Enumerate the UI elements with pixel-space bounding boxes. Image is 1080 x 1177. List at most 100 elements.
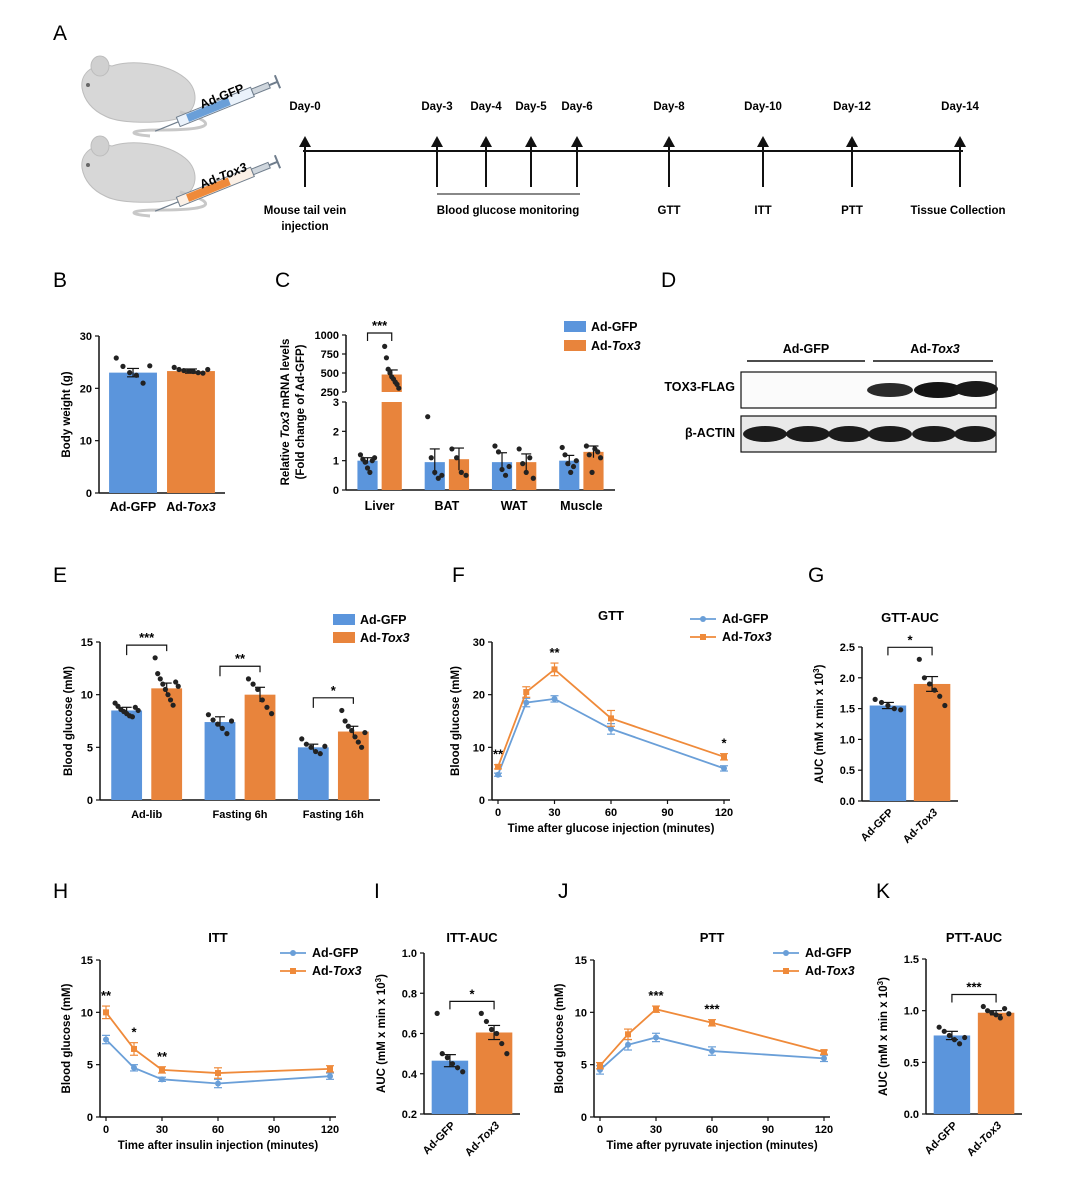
y-tick-label: 0 [581, 1112, 587, 1124]
data-point [127, 370, 133, 376]
data-point [428, 455, 434, 461]
series-point [103, 1009, 109, 1016]
data-point [299, 736, 305, 742]
y-tick-label: 1 [333, 456, 339, 468]
y-tick-label: 0 [87, 795, 93, 807]
data-point [984, 1008, 991, 1014]
data-point [147, 363, 153, 369]
bar [204, 722, 236, 800]
blot-group-gfp: Ad-GFP [783, 342, 830, 356]
y-tick-label: 10 [81, 1007, 93, 1019]
series-point [523, 689, 530, 696]
chart-g-gtt-auc: 0.0 0.5 1.0 1.5 2.0 2.5 Ad-GFP Ad-Tox3 GTT-AUC * A… [812, 610, 958, 846]
significance-label: *** [704, 1002, 720, 1017]
bar-ad-tox3 [977, 1012, 1015, 1114]
bar [297, 747, 329, 800]
x-tick-label: 60 [605, 807, 617, 819]
y-axis-label: AUC (mM x min x 103) [876, 977, 891, 1096]
data-point [530, 475, 536, 481]
bar-ad-gfp [109, 372, 157, 493]
label-monitoring: Blood glucose monitoring [437, 205, 579, 217]
significance-bracket [366, 332, 393, 341]
label-tissue-collection: Tissue Collection [910, 205, 1005, 217]
x-tick-label: WAT [501, 499, 528, 513]
data-point [932, 687, 938, 693]
chart-title: ITT-AUC [446, 930, 498, 945]
data-point [171, 364, 177, 370]
series-point [131, 1064, 137, 1071]
legend-marker-ad-gfp [290, 950, 296, 956]
data-point [250, 681, 256, 687]
y-tick-label: 0.8 [402, 988, 417, 1000]
data-point [349, 727, 355, 734]
x-tick-label: Ad-Tox3 [965, 1120, 1004, 1159]
y-tick-label: 250 [321, 387, 339, 399]
x-axis-label: Time after glucose injection (minutes) [508, 823, 715, 835]
data-point [135, 707, 141, 714]
significance-label: ** [157, 1049, 168, 1064]
y-tick-label: 1.5 [904, 954, 919, 966]
data-point [355, 739, 361, 745]
y-tick-label: 1.0 [904, 1006, 919, 1018]
significance-bracket [449, 1000, 495, 1010]
data-point [956, 1041, 963, 1047]
data-point [432, 469, 438, 475]
data-point [382, 343, 388, 349]
data-point [595, 449, 601, 455]
data-point [488, 1026, 495, 1033]
blot-label-tox3-flag: TOX3-FLAG [664, 380, 735, 394]
y-tick-label: 0 [479, 795, 485, 807]
series-point [103, 1036, 109, 1043]
legend-swatch-ad-gfp [333, 614, 355, 625]
data-point [502, 472, 509, 478]
y-tick-label: 3 [333, 397, 339, 409]
series-point [821, 1049, 827, 1056]
legend-label-ad-tox3: Ad-Tox3 [722, 630, 772, 644]
bar-ad-gfp [933, 1035, 971, 1114]
timeline-day-label: Day-6 [561, 101, 592, 113]
data-point [425, 414, 431, 420]
legend-marker-ad-tox3 [700, 634, 706, 640]
data-point [155, 671, 161, 677]
panel-letter-j: J [558, 880, 569, 903]
series-point [495, 771, 501, 778]
panel-letter-d: D [661, 269, 676, 292]
data-point [129, 714, 136, 720]
timeline-arrow-head [480, 136, 492, 147]
data-point [259, 697, 265, 703]
data-point [345, 723, 352, 729]
significance-label: *** [966, 980, 982, 995]
data-point [463, 472, 469, 478]
series-point [721, 765, 727, 772]
y-tick-label: 0 [87, 1112, 93, 1124]
data-point [878, 699, 885, 706]
series-point [327, 1073, 333, 1080]
data-point [264, 704, 270, 710]
series-point [721, 753, 727, 760]
data-point [520, 461, 526, 467]
series-point [131, 1045, 137, 1052]
data-point [215, 721, 221, 727]
series-point [551, 666, 558, 673]
series-point [608, 715, 614, 722]
y-tick-label: 0 [333, 485, 339, 497]
x-tick-label: 30 [156, 1124, 168, 1136]
significance-label: * [131, 1025, 137, 1040]
timeline-arrow-head [431, 136, 443, 147]
series-point [159, 1066, 165, 1073]
y-tick-label: 30 [80, 331, 92, 343]
x-axis-label: Time after insulin injection (minutes) [118, 1140, 319, 1152]
chart-e-blood-glucose: 0 5 10 15 Ad-lib *** Fasting 6h ** Fasting 16h * B… [63, 613, 410, 821]
timeline-arrow-head [571, 136, 583, 147]
legend-swatch-ad-tox3 [564, 340, 586, 351]
y-tick-label: 10 [80, 436, 92, 448]
data-point [152, 655, 158, 661]
panel-d: Ad-GFP Ad-Tox3 TOX3-FLAG β-ACTIN [664, 342, 998, 453]
significance-bracket [887, 646, 933, 656]
timeline-arrow-head [299, 136, 311, 147]
x-tick-label: 120 [815, 1124, 833, 1136]
data-point [181, 367, 187, 374]
data-point [317, 751, 323, 757]
timeline-day-label: Day-3 [421, 101, 452, 113]
bar [448, 459, 470, 490]
